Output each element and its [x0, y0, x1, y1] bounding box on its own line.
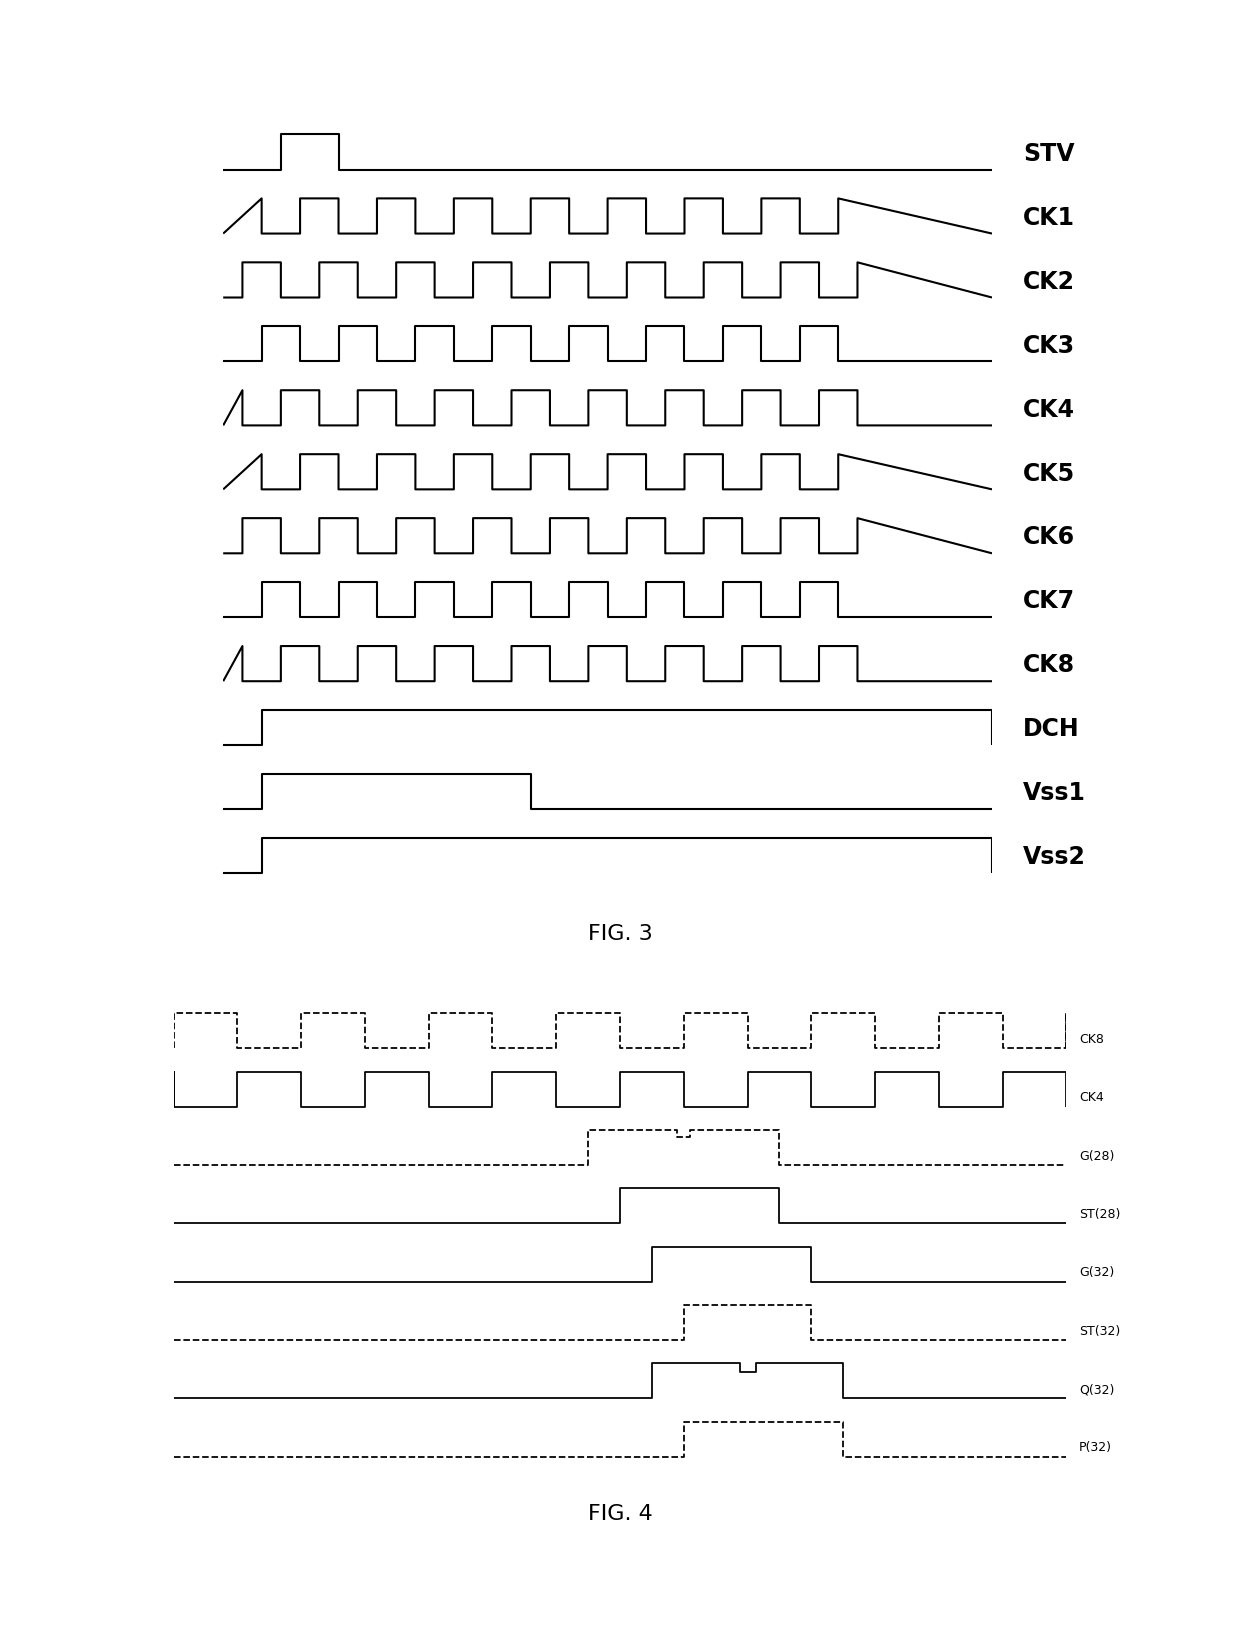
- Text: ST(28): ST(28): [1079, 1207, 1121, 1220]
- Text: CK6: CK6: [1023, 525, 1075, 549]
- Text: P(32): P(32): [1079, 1441, 1112, 1454]
- Text: CK4: CK4: [1023, 398, 1075, 421]
- Text: CK5: CK5: [1023, 461, 1075, 486]
- Text: G(32): G(32): [1079, 1266, 1115, 1279]
- Text: FIG. 4: FIG. 4: [588, 1505, 652, 1524]
- Text: CK4: CK4: [1079, 1092, 1104, 1105]
- Text: FIG. 3: FIG. 3: [588, 925, 652, 944]
- Text: CK1: CK1: [1023, 206, 1075, 229]
- Text: CK2: CK2: [1023, 270, 1075, 294]
- Text: Vss2: Vss2: [1023, 845, 1086, 869]
- Text: STV: STV: [1023, 141, 1074, 166]
- Text: CK7: CK7: [1023, 590, 1075, 613]
- Text: CK8: CK8: [1023, 653, 1075, 678]
- Text: CK3: CK3: [1023, 333, 1075, 358]
- Text: Q(32): Q(32): [1079, 1383, 1115, 1396]
- Text: Vss1: Vss1: [1023, 782, 1086, 806]
- Text: ST(32): ST(32): [1079, 1324, 1121, 1337]
- Text: G(28): G(28): [1079, 1150, 1115, 1164]
- Text: CK8: CK8: [1079, 1034, 1104, 1046]
- Text: DCH: DCH: [1023, 717, 1079, 741]
